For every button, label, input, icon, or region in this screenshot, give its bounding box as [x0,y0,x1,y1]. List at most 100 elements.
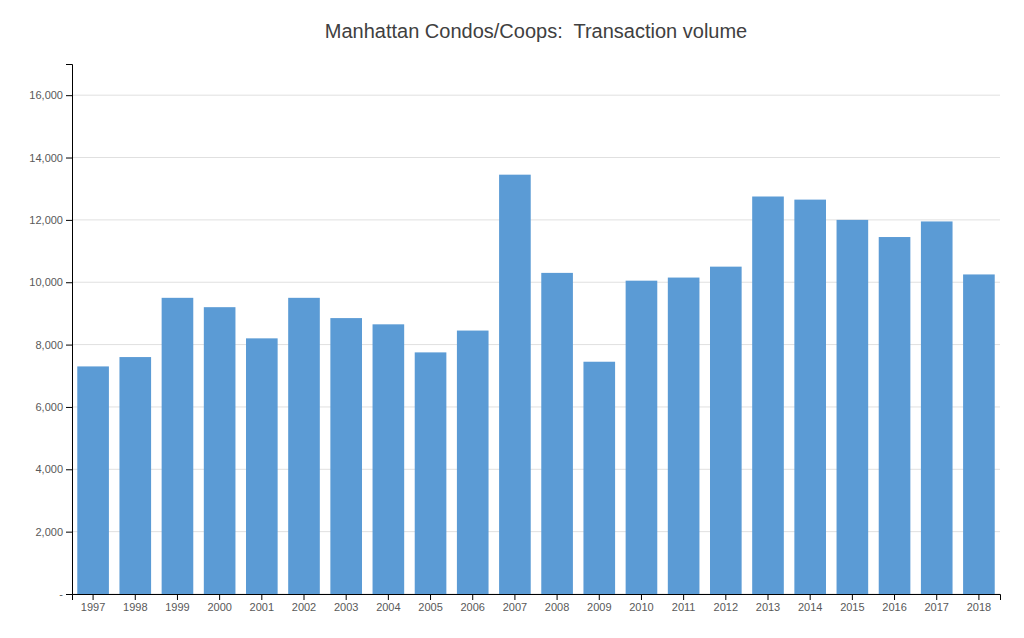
x-tick-label: 2013 [756,601,780,613]
x-tick-mark [177,594,178,600]
x-tick-label: 2011 [672,601,696,613]
y-tick: 10,000 [29,276,72,288]
y-tick-label: 2,000 [35,526,63,538]
x-tick: 1999 [165,594,189,613]
y-tick-label: 4,000 [35,463,63,475]
bar [499,175,531,594]
x-tick: 2014 [798,594,822,613]
x-tick-mark [683,594,684,600]
grid-line [72,95,1000,96]
x-tick-label: 2002 [292,601,316,613]
x-tick-label: 2015 [840,601,864,613]
x-tick-mark [430,594,431,600]
x-tick-label: 2001 [250,601,274,613]
x-tick-label: 2005 [418,601,442,613]
x-tick: 2001 [250,594,274,613]
bar [373,324,405,594]
x-tick-label: 2007 [503,601,527,613]
x-tick: 1997 [81,594,105,613]
x-tick-mark [599,594,600,600]
bar [626,281,658,594]
x-tick: 2005 [418,594,442,613]
bar [288,298,320,594]
x-tick-mark [388,594,389,600]
bar [415,352,447,594]
y-tick: 14,000 [29,152,72,164]
x-tick-mark [304,594,305,600]
x-tick-label: 1999 [165,601,189,613]
x-axis-line [73,595,1001,601]
bar [710,267,742,594]
bar [162,298,194,594]
x-tick-label: 2008 [545,601,569,613]
y-axis: - 2,000 4,000 6,000 8,000 10,000 12,000 14,000 1… [29,65,72,601]
y-tick-mark [66,532,72,533]
x-tick: 2006 [460,594,484,613]
x-tick-mark [261,594,262,600]
x-tick-mark [472,594,473,600]
y-tick-label: 16,000 [29,89,63,101]
bar [541,273,573,594]
y-tick-label: - [59,588,63,600]
bar [583,362,615,594]
bar [77,366,109,594]
x-tick-label: 2000 [207,601,231,613]
y-axis-line [66,65,73,595]
y-tick-label: 10,000 [29,276,63,288]
y-tick-label: 14,000 [29,152,63,164]
x-tick: 2016 [882,594,906,613]
y-tick: 16,000 [29,89,72,101]
x-tick-label: 2016 [882,601,906,613]
bar [668,278,700,594]
x-tick-mark [641,594,642,600]
x-tick: 2011 [672,594,696,613]
x-tick-label: 2014 [798,601,822,613]
x-tick-mark [852,594,853,600]
x-tick-mark [936,594,937,600]
chart: - 2,000 4,000 6,000 8,000 10,000 12,000 14,000 1… [0,0,1024,638]
x-tick-label: 1997 [81,601,105,613]
bar [119,357,151,594]
bar [457,331,489,594]
x-tick-label: 2010 [629,601,653,613]
x-tick-label: 2006 [460,601,484,613]
x-tick: 2003 [334,594,358,613]
bar [330,318,362,594]
x-tick-mark [93,594,94,600]
bar [963,274,995,594]
x-tick-mark [219,594,220,600]
x-tick: 2009 [587,594,611,613]
x-tick-mark [894,594,895,600]
bar [752,197,784,595]
y-tick-mark [66,220,72,221]
x-tick-label: 2017 [924,601,948,613]
y-tick-label: 6,000 [35,401,63,413]
x-tick: 1998 [123,594,147,613]
y-tick: 8,000 [35,339,72,351]
x-tick-mark [557,594,558,600]
x-tick: 2007 [503,594,527,613]
bar [204,307,236,594]
x-tick: 2015 [840,594,864,613]
y-tick: 2,000 [35,526,72,538]
x-tick: 2004 [376,594,400,613]
y-tick-label: 12,000 [29,214,63,226]
y-tick: 6,000 [35,401,72,413]
x-tick: 2002 [292,594,316,613]
y-tick-mark [66,282,72,283]
grid [72,95,1000,594]
x-tick-mark [514,594,515,600]
x-tick-mark [725,594,726,600]
title: Manhattan Condos/Coops: Transaction volu… [325,20,747,42]
y-tick-mark [66,345,72,346]
bar [794,200,826,594]
x-tick-label: 2012 [714,601,738,613]
y-tick: - [59,588,72,600]
x-tick-mark [346,594,347,600]
x-tick: 2017 [924,594,948,613]
y-tick-mark [66,158,72,159]
x-tick: 2008 [545,594,569,613]
x-tick-label: 2004 [376,601,400,613]
x-tick-mark [978,594,979,600]
x-tick-label: 2009 [587,601,611,613]
